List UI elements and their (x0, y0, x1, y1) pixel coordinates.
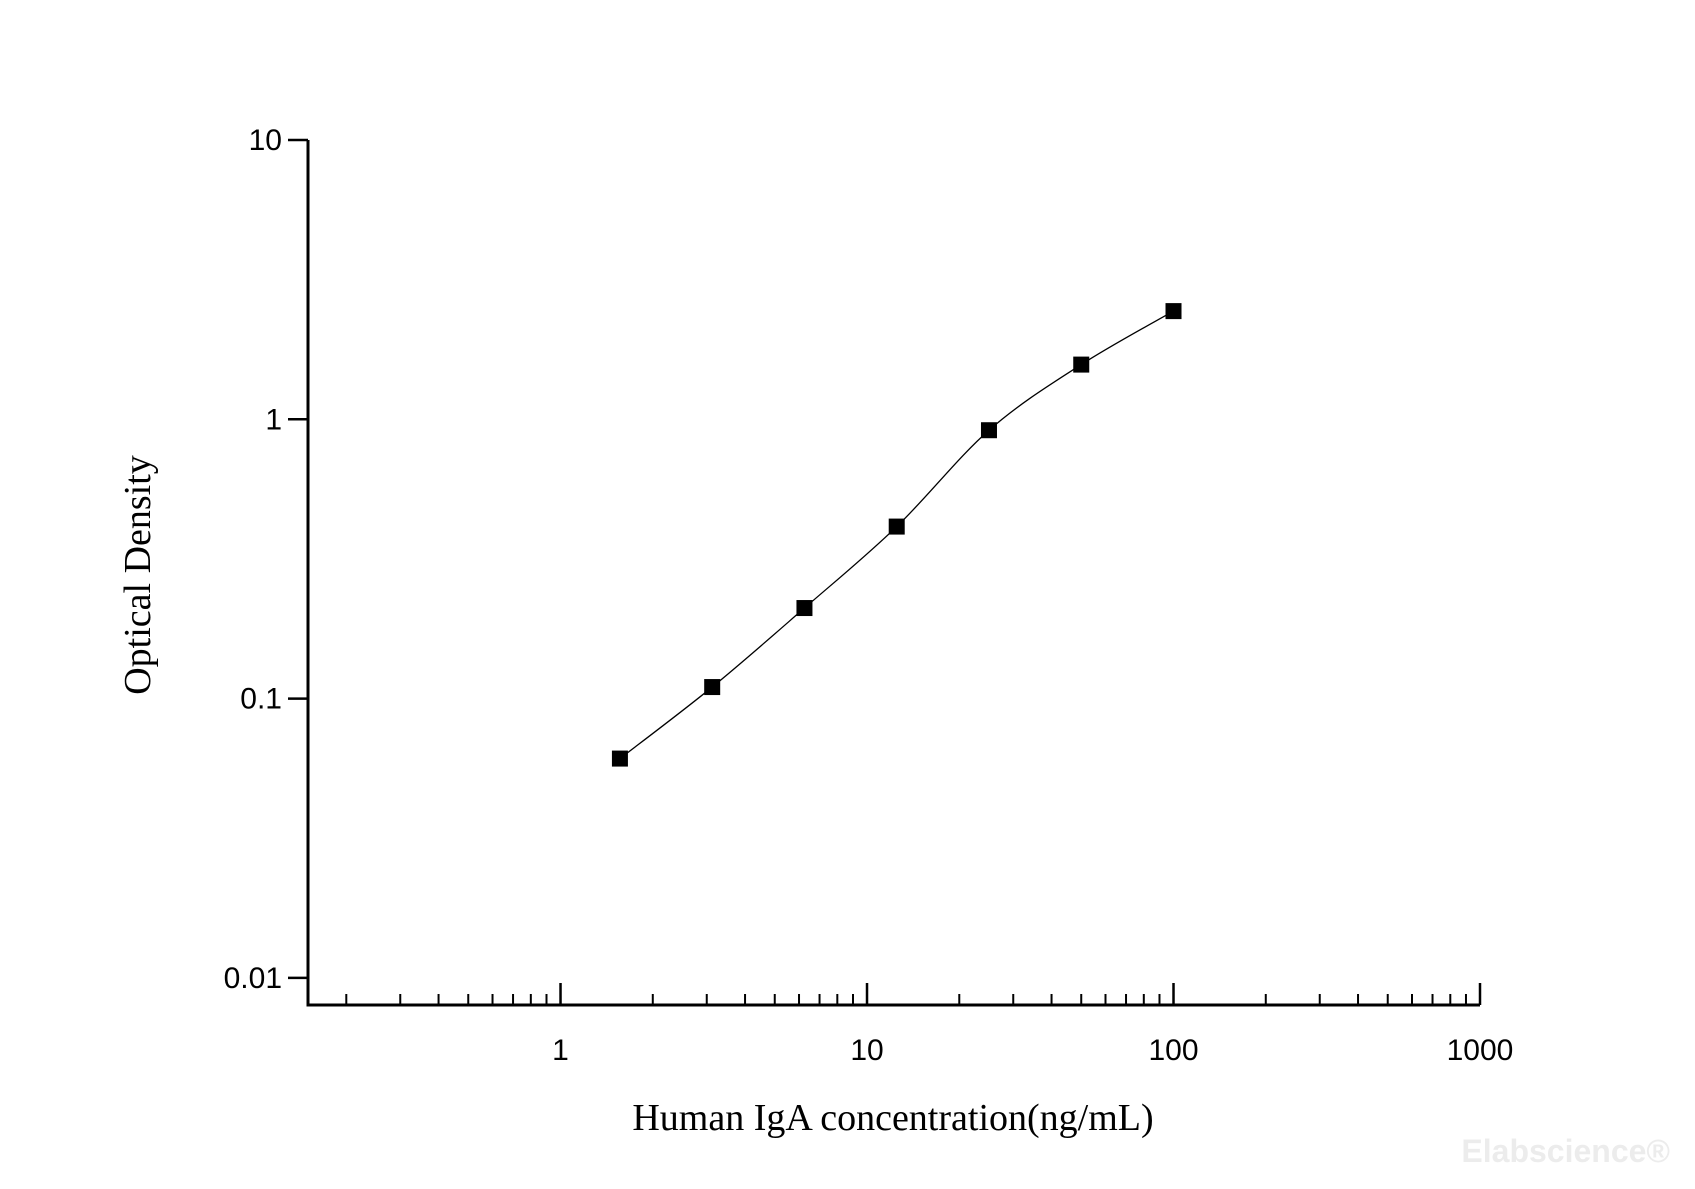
x-tick-label: 1 (552, 1034, 569, 1067)
data-point (796, 600, 813, 617)
fit-curve (619, 310, 1174, 760)
x-tick-label: 10 (850, 1034, 883, 1067)
data-point (611, 750, 628, 767)
data-point (1165, 303, 1182, 320)
x-tick-label: 1000 (1447, 1034, 1514, 1067)
y-tick-label: 0.1 (240, 683, 282, 716)
watermark: Elabscience® (1461, 1133, 1670, 1169)
data-point (1073, 356, 1090, 373)
data-point (888, 518, 905, 535)
data-point (980, 422, 997, 439)
y-tick-label: 10 (249, 124, 282, 157)
x-tick-label: 100 (1148, 1034, 1198, 1067)
y-axis-title: Optical Density (117, 455, 159, 695)
data-point (704, 679, 721, 696)
y-tick-label: 0.01 (224, 962, 282, 995)
x-axis-title: Human IgA concentration(ng/mL) (632, 1097, 1153, 1139)
y-tick-label: 1 (265, 403, 282, 436)
